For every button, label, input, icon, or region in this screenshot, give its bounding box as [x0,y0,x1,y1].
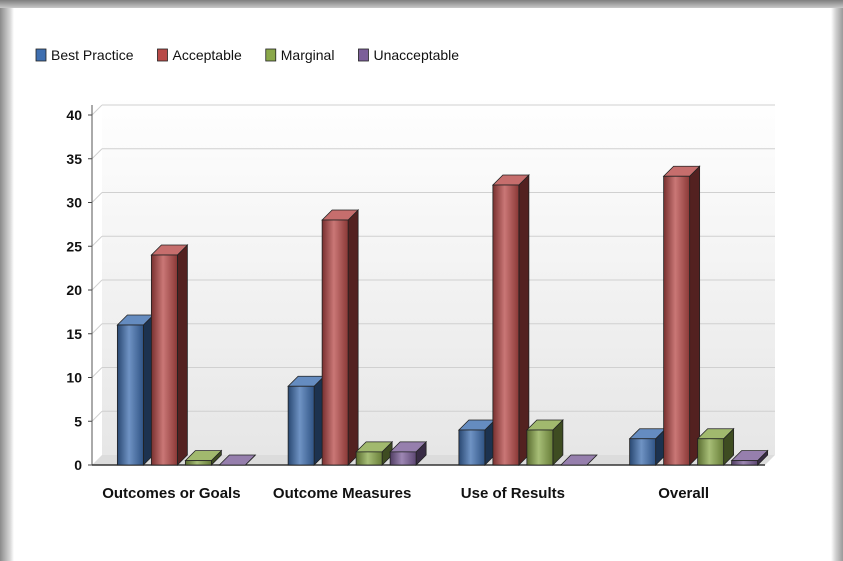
window-top-border [0,0,843,8]
gridline-depth [91,104,103,116]
bar-acceptable [150,244,189,466]
bar-front [184,460,212,466]
bar-unacceptable [730,449,769,466]
bar-side [689,165,701,466]
bar-side [347,209,359,466]
bar-unacceptable [559,454,598,466]
bar-acceptable [321,209,360,466]
legend-item-marginal[interactable]: Marginal [265,47,335,63]
y-tick-label: 10 [66,370,82,386]
gridline-depth [91,323,103,335]
bar-side [518,174,530,466]
y-tick-label: 25 [66,238,82,254]
bar-best-practice [116,314,155,466]
legend-label: Acceptable [172,47,241,63]
bar-acceptable [662,165,701,466]
bar-marginal [525,419,564,466]
bar-layer [116,165,769,466]
bar-acceptable [491,174,530,466]
y-tick-label: 30 [66,195,82,211]
bar-front [287,385,315,466]
legend[interactable]: Best Practice Acceptable Marginal Unaccepta… [35,47,459,63]
gridline-depth [91,279,103,291]
bar-front [389,451,417,466]
bar-front [116,324,144,466]
bar-unacceptable [218,454,257,466]
plot-floor [92,455,775,465]
bar-marginal [355,440,394,466]
bar-top [559,454,598,466]
label-layer: 0 5 10 15 20 25 30 35 40 Outcomes or Goals Outcome… [66,107,709,502]
x-category-label: Outcome Measures [273,485,411,502]
legend-label: Best Practice [51,47,134,63]
bar-front [731,460,759,466]
legend-item-unacceptable[interactable]: Unacceptable [358,47,459,63]
bar-marginal [184,449,223,466]
x-category-label: Use of Results [461,485,565,502]
y-tick-label: 35 [66,151,82,167]
y-tick-label: 0 [74,457,82,473]
bar-front [526,429,554,466]
grid-layer [91,95,775,465]
legend-swatch [157,48,168,62]
bar-unacceptable [389,440,428,466]
bar-best-practice [628,427,667,466]
gridline-depth [91,410,103,422]
y-tick-label: 20 [66,282,82,298]
bar-side [176,244,188,466]
legend-item-acceptable[interactable]: Acceptable [157,47,242,63]
bar-front [697,438,725,466]
legend-label: Marginal [281,47,335,63]
bar-front [321,219,349,466]
bar-best-practice [287,375,326,466]
bar-front [355,451,383,466]
bar-front [150,254,178,466]
plot-back-wall [102,95,775,455]
bar-top [218,454,257,466]
gridline-depth [91,367,103,378]
gridline-depth [91,148,103,160]
legend-swatch [35,48,47,62]
bar-front [492,184,520,466]
y-tick-label: 5 [74,413,82,429]
gridline-depth [91,235,103,247]
bar-front [663,175,691,466]
y-tick-label: 40 [66,107,82,123]
legend-swatch [358,48,369,62]
legend-item-best-practice[interactable]: Best Practice [35,47,134,63]
bar-best-practice [457,419,496,466]
legend-label: Unacceptable [373,47,459,63]
y-tick-label: 15 [66,326,82,342]
bar-front [629,438,657,466]
x-category-label: Outcomes or Goals [102,485,240,502]
bar-marginal [696,427,735,466]
gridline-depth [91,192,103,203]
bar-front [458,429,486,466]
x-category-label: Overall [658,485,709,502]
legend-swatch [265,48,277,62]
